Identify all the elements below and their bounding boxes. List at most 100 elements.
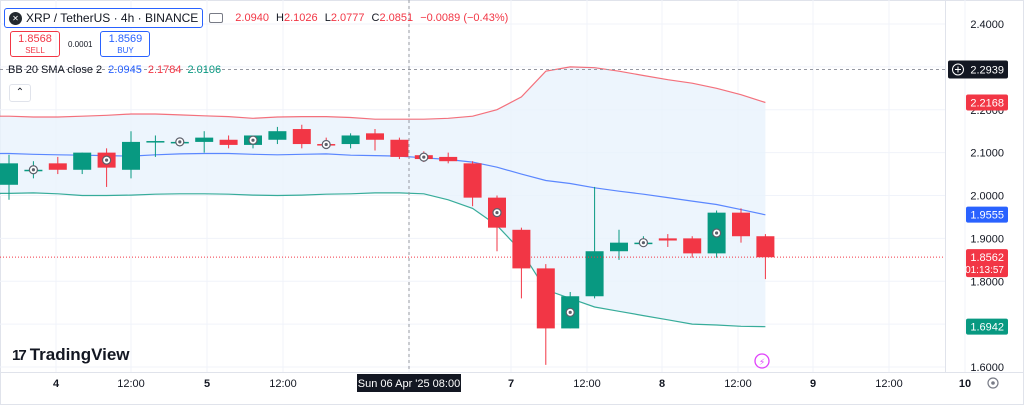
lower-band-price-label: 1.6942: [970, 322, 1004, 334]
candle-body: [73, 152, 92, 170]
candle-body: [219, 139, 238, 145]
visibility-icon[interactable]: [209, 13, 224, 23]
bollinger-band-fill: [0, 66, 766, 327]
sell-label: SELL: [25, 46, 45, 55]
x-tick-label: 4: [53, 378, 60, 390]
indicator-legend[interactable]: BB 20 SMA close 2 2.0945 2.1784 2.0106: [8, 64, 221, 76]
candle: [683, 236, 702, 258]
close-value: 2.0851: [379, 12, 414, 24]
candle-body: [341, 135, 360, 145]
candle-body: [0, 163, 18, 185]
sell-price: 1.8568: [18, 33, 52, 45]
marker-group: [28, 135, 722, 317]
y-tick-label: 1.6000: [970, 362, 1004, 374]
y-tick-label: 2.4000: [970, 19, 1004, 31]
upper-band-price-label-box: [966, 94, 1008, 111]
x-tick-label: 12:00: [875, 378, 903, 390]
candle-body: [122, 141, 140, 170]
candle-body: [48, 163, 67, 170]
open-value: 2.0940: [235, 12, 269, 24]
x-tick-label: 12:00: [573, 378, 601, 390]
candle: [268, 126, 287, 145]
time-axis[interactable]: 4 12:00 5 12:00 7 12:00 8 12:00 9 12:00 10 Sun 06 A…: [0, 372, 1024, 393]
lightning-glyph: ⚡: [759, 358, 765, 368]
bollinger-lower-line: [0, 192, 766, 328]
buy-price: 1.8569: [108, 33, 143, 45]
settings-icon-center: [991, 381, 995, 385]
candle-body: [390, 139, 409, 157]
candle: [366, 129, 384, 151]
candle-body: [195, 137, 214, 142]
indicator-basis-value: 2.0945: [108, 64, 142, 76]
price-axis[interactable]: 2.40002.30002.20002.10002.00001.90001.80…: [945, 0, 1005, 374]
event-marker-dot: [251, 138, 255, 142]
candle: [756, 234, 775, 280]
x-tick-label: 12:00: [117, 378, 145, 390]
candle: [658, 234, 677, 247]
tradingview-logo: 17 TradingView: [12, 345, 130, 365]
indicator-name: BB 20 SMA close 2: [8, 64, 103, 76]
candle: [195, 131, 214, 153]
candle: [488, 195, 506, 252]
y-tick-label: 2.1000: [970, 148, 1004, 160]
x-tick-label: 9: [810, 378, 816, 390]
chart-header: ✕ XRP / TetherUS · 4h · BINANCE 2.0940 H…: [4, 8, 512, 28]
buy-label: BUY: [117, 46, 134, 55]
x-tick-label: 12:00: [724, 378, 752, 390]
candle-body: [585, 251, 604, 297]
crosshair-time-box: [357, 374, 461, 392]
symbol-box[interactable]: ✕ XRP / TetherUS · 4h · BINANCE: [4, 8, 204, 28]
x-tick-label: 7: [508, 378, 514, 390]
candle-body: [292, 129, 311, 145]
candle: [610, 229, 628, 260]
candle: [341, 133, 360, 149]
sell-button[interactable]: 1.8568 SELL: [10, 31, 60, 57]
countdown-label: 01:13:57: [965, 265, 1004, 276]
xrp-coin-icon: ✕: [9, 11, 22, 25]
candle-body: [146, 141, 165, 143]
event-marker-dot: [178, 140, 182, 144]
candle-body: [536, 268, 555, 329]
basis-price-label: 1.9555: [970, 210, 1004, 222]
basis-price-label-box: [966, 206, 1008, 223]
crosshair-price-label: 2.2939: [970, 64, 1004, 76]
x-tick-label: 5: [204, 378, 210, 390]
candle-body: [512, 229, 531, 269]
candle-body: [366, 133, 384, 140]
spread-value: 0.0001: [68, 39, 93, 49]
event-marker-dot: [568, 310, 572, 314]
last-price-label: 1.8562: [970, 252, 1004, 264]
lower-band-price-label-box: [966, 318, 1008, 335]
candle: [732, 208, 750, 243]
x-tick-label: 10: [959, 378, 971, 390]
event-marker-dot: [105, 158, 109, 162]
chart-extras: ⚡: [754, 353, 999, 389]
x-tick-label: 8: [659, 378, 665, 390]
candle: [73, 152, 92, 175]
event-marker-dot: [641, 241, 646, 245]
add-alert-icon: [952, 63, 964, 76]
settings-icon: [987, 377, 999, 389]
bollinger-upper-line: [0, 66, 766, 120]
candle-body: [756, 236, 775, 258]
indicator-upper-value: 2.1784: [147, 64, 182, 76]
candle-body: [732, 212, 750, 237]
crosshair: [0, 0, 945, 372]
crosshair-price-box: [948, 60, 1008, 79]
collapse-legend-button[interactable]: ⌃: [9, 84, 31, 102]
crosshair-time-label: Sun 06 Apr '25 08:00: [358, 378, 460, 390]
candle: [146, 135, 165, 157]
low-value: 2.0777: [330, 12, 365, 24]
candle: [463, 161, 482, 207]
candle-body: [610, 242, 628, 252]
candle: [0, 154, 18, 200]
candle: [292, 124, 311, 149]
event-marker-dot: [324, 142, 328, 147]
ohlc-readout: 2.0940 H2.1026 L2.0777 C2.0851 −0.0089 (…: [235, 12, 509, 24]
candle-body: [268, 131, 287, 140]
candle: [512, 227, 531, 299]
buy-button[interactable]: 1.8569 BUY: [100, 31, 151, 57]
logo-text: TradingView: [29, 345, 130, 364]
